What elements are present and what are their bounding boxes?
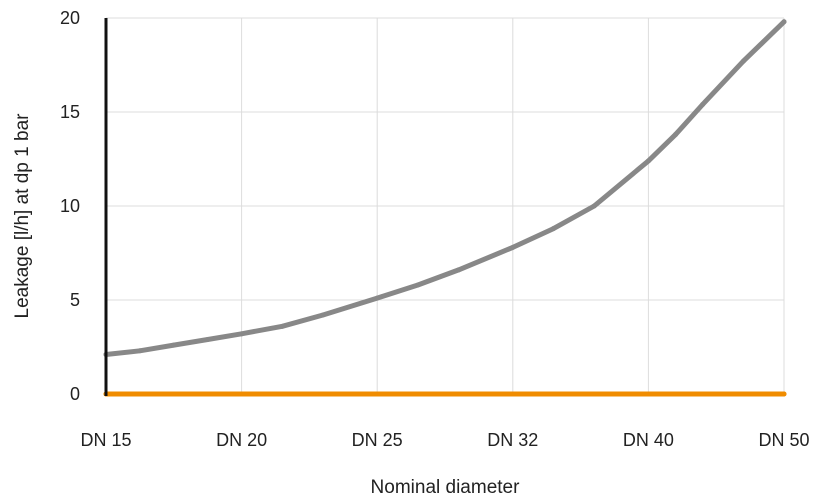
y-axis-title: Leakage [l/h] at dp 1 bar: [12, 113, 33, 319]
series-0-point: [415, 282, 421, 288]
y-tick-label: 20: [60, 8, 80, 28]
series-0-point: [781, 19, 787, 25]
x-tick-label: DN 40: [623, 430, 674, 450]
series-0-point: [700, 101, 706, 107]
series-0-point: [239, 331, 245, 337]
series-line-0: [103, 19, 787, 357]
y-tick-label: 5: [70, 290, 80, 310]
x-tick-label: DN 15: [80, 430, 131, 450]
series-0-point: [279, 323, 285, 329]
x-tick-labels: DN 15 DN 20 DN 25 DN 32 DN 40 DN 50: [80, 430, 809, 450]
series-0-point: [591, 203, 597, 209]
series-layer: [103, 19, 787, 397]
y-tick-labels: 0 5 10 15 20: [60, 8, 80, 404]
series-0-point: [510, 244, 516, 250]
x-tick-label: DN 50: [758, 430, 809, 450]
series-1-point: [781, 391, 787, 397]
y-tick-label: 0: [70, 384, 80, 404]
series-0-point: [740, 58, 746, 64]
series-0-point: [374, 295, 380, 301]
series-0-point: [205, 336, 211, 342]
y-tick-label: 15: [60, 102, 80, 122]
series-0-point: [673, 132, 679, 138]
x-tick-label: DN 32: [487, 430, 538, 450]
series-0-point: [456, 267, 462, 273]
series-0-point: [550, 226, 556, 232]
x-tick-label: DN 20: [216, 430, 267, 450]
series-0-point: [320, 312, 326, 318]
series-0-point: [645, 158, 651, 164]
series-0-point: [137, 348, 143, 354]
y-tick-label: 10: [60, 196, 80, 216]
x-tick-label: DN 25: [352, 430, 403, 450]
x-axis-title: Nominal diameter: [371, 477, 521, 498]
series-0-point: [171, 342, 177, 348]
